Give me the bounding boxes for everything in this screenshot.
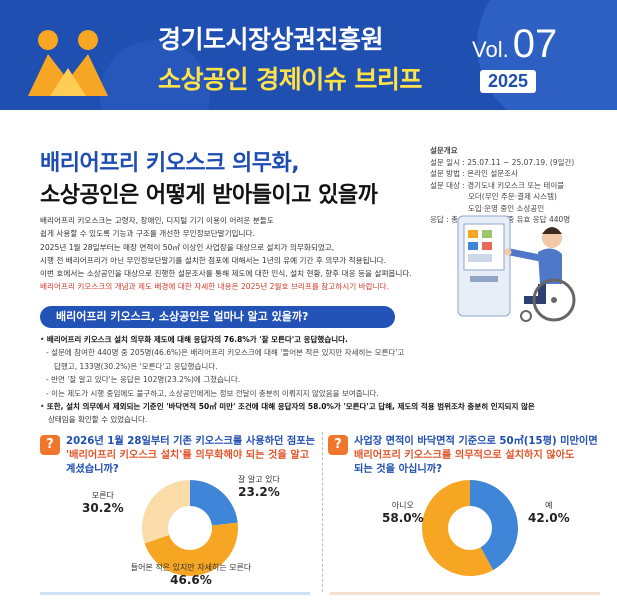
survey-method: 설문 방법 : 온라인 설문조사 (430, 169, 518, 178)
series-name: 소상공인 경제이슈 브리프 (158, 65, 422, 94)
findings-list: • 배리어프리 키오스크 설치 의무화 제도에 대해 응답자의 76.8%가 '… (40, 333, 590, 427)
survey-target-cont: 도입·운영 중인 소상공인 (468, 203, 545, 213)
sub-text: 반면 '잘 알고 있다'는 응답은 102명(23.2%)에 그쳤습니다. (51, 375, 241, 385)
question-line: 계셨습니까? (66, 464, 119, 475)
bullet-item: • 배리어프리 키오스크 설치 의무화 제도에 대해 응답자의 76.8%가 '… (40, 335, 348, 344)
intro-note: 배리어프리 키오스크의 개념과 제도 배경에 대한 자세한 내용은 2025년 … (40, 282, 389, 292)
question-1: ? 2026년 1월 28일부터 기존 키오스크를 사용하던 점포는 '배리어프… (40, 435, 316, 477)
logo-icon (28, 30, 108, 96)
question-2: ? 사업장 면적이 바닥면적 기준으로 50㎡(15평) 미만이면 배리어프리 … (328, 435, 604, 477)
bottom-rule (330, 592, 600, 595)
slice-label: 들어본 적은 있지만 자세히는 모른다 (130, 563, 252, 572)
slice-label: 잘 알고 있다 (238, 475, 280, 484)
title-line-2: 소상공인은 어떻게 받아들이고 있을까 (40, 183, 378, 208)
sub-item: - 반면 '잘 알고 있다'는 응답은 102명(23.2%)에 그쳤습니다. (46, 375, 241, 385)
pie-chart-awareness (142, 480, 238, 576)
divider (322, 432, 323, 592)
volume-prefix: Vol. (472, 37, 509, 62)
donut-hole (448, 506, 492, 550)
question-line: '배리어프리 키오스크 설치'를 의무화해야 되는 것을 알고 (66, 450, 310, 461)
intro-line: 쉽게 사용할 수 있도록 기능과 구조를 개선한 무인정보단말기입니다. (40, 229, 255, 239)
intro-line: 배리어프리 키오스크는 고령자, 장애인, 디지털 기기 이용이 어려운 분들도 (40, 216, 274, 225)
bullet-item: • 또한, 설치 의무에서 제외되는 기준인 '바닥면적 50㎡ 미만' 조건에… (40, 402, 535, 412)
pie1-label-heard: 들어본 적은 있지만 자세히는 모른다 46.6% (96, 562, 286, 587)
sub-item: - 설문에 참여한 440명 중 205명(46.6%)은 배리어프리 키오스크… (46, 348, 405, 358)
pie2-label-no: 아니오 58.0% (382, 500, 424, 525)
pie1-label-know: 잘 알고 있다 23.2% (238, 474, 280, 499)
year-badge: 2025 (480, 70, 537, 93)
bullet-text: 배리어프리 키오스크 설치 의무화 제도에 대해 응답자의 76.8%가 '잘 … (46, 335, 348, 344)
page-title: 배리어프리 키오스크 의무화, 소상공인은 어떻게 받아들이고 있을까 (40, 148, 378, 212)
intro-line: 이번 호에서는 소상공인을 대상으로 진행한 설문조사를 통해 제도에 대한 인… (40, 269, 412, 279)
donut-hole (168, 506, 212, 550)
slice-pct: 58.0% (382, 511, 424, 525)
sub-text: 이는 제도가 시행 중임에도 불구하고, 소상공인에게는 정보 전달이 충분히 … (51, 388, 379, 398)
slice-pct: 30.2% (82, 501, 124, 515)
question-icon: ? (40, 435, 60, 455)
bullet-item-cont: 상태임을 확인할 수 있었습니다. (48, 415, 148, 425)
bottom-rule (40, 592, 310, 595)
survey-target-cont: 오더(무인 주문·결제 시스템) (468, 192, 557, 201)
intro-line: 시행 전 배리어프리가 아닌 무인정보단말기를 설치한 점포에 대해서는 1년의… (40, 255, 387, 265)
question-icon: ? (328, 435, 348, 455)
slice-label: 아니오 (391, 501, 414, 510)
survey-period: 설문 일시 : 25.07.11 ~ 25.07.19. (9일간) (430, 157, 575, 167)
slice-label: 예 (545, 501, 553, 510)
pie1-label-dontknow: 모른다 30.2% (82, 490, 124, 515)
section-heading: 배리어프리 키오스크, 소상공인은 얼마나 알고 있을까? (40, 306, 395, 328)
intro-line: 2025년 1월 28일부터는 매장 면적이 50㎡ 이상인 사업장을 대상으로… (40, 242, 335, 252)
sub-text: 설문에 참여한 440명 중 205명(46.6%)은 배리어프리 키오스크에 … (51, 348, 405, 358)
slice-pct: 23.2% (238, 485, 280, 499)
question-line: 되는 것을 아십니까? (354, 464, 442, 475)
slice-pct: 46.6% (170, 573, 212, 587)
sub-item: - 이는 제도가 시행 중임에도 불구하고, 소상공인에게는 정보 전달이 충분… (46, 388, 379, 398)
pie-chart-exemption (422, 480, 518, 576)
bullet-text: 또한, 설치 의무에서 제외되는 기준인 '바닥면적 50㎡ 미만' 조건에 대… (46, 402, 535, 412)
title-line-1: 배리어프리 키오스크 의무화, (40, 151, 300, 176)
org-name: 경기도시장상권진흥원 (158, 25, 384, 54)
slice-pct: 42.0% (528, 511, 570, 525)
sub-item-cont: 답했고, 133명(30.2%)은 '모른다'고 응답했습니다. (54, 361, 218, 371)
pie2-label-yes: 예 42.0% (528, 500, 570, 525)
question-line: 2026년 1월 28일부터 기존 키오스크를 사용하던 점포는 (66, 436, 315, 447)
survey-target: 설문 대상 : 경기도내 키오스크 또는 테이블 (430, 180, 565, 190)
volume-number: 07 (512, 22, 558, 66)
pie-slice (470, 480, 518, 571)
question-line: 배리어프리 키오스크를 의무적으로 설치하지 않아도 (354, 450, 575, 461)
header-banner: 경기도시장상권진흥원 소상공인 경제이슈 브리프 Vol. 07 2025 (0, 0, 617, 110)
volume: Vol. 07 (472, 22, 557, 67)
kiosk-wheelchair-illustration (457, 215, 576, 322)
question-line: 사업장 면적이 바닥면적 기준으로 50㎡(15평) 미만이면 (354, 436, 598, 447)
survey-heading: 설문개요 (430, 146, 458, 155)
intro-text: 배리어프리 키오스크는 고령자, 장애인, 디지털 기기 이용이 어려운 분들도… (40, 214, 420, 294)
slice-label: 모른다 (91, 491, 114, 500)
